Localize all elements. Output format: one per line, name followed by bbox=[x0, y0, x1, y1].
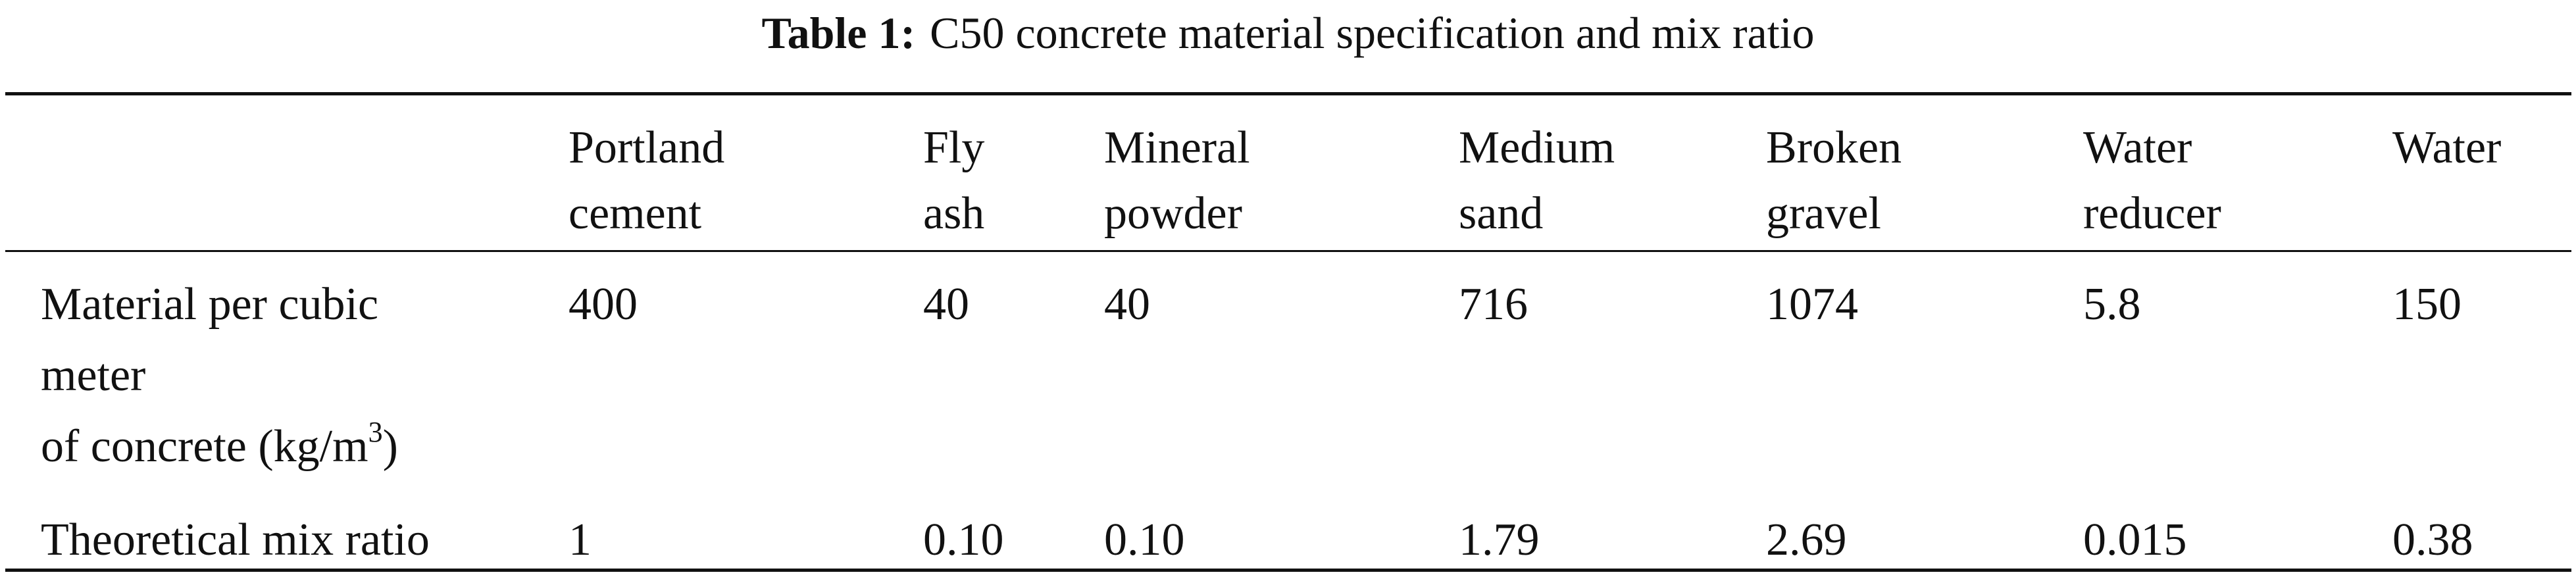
column-header: reducer bbox=[2083, 188, 2221, 239]
column-header: Medium bbox=[1459, 122, 1615, 173]
label-suffix: ) bbox=[382, 421, 398, 472]
cell: 0.10 bbox=[1104, 515, 1185, 565]
caption-label: Table 1: bbox=[761, 8, 916, 58]
column-header: gravel bbox=[1766, 188, 1881, 239]
cell: 0.38 bbox=[2392, 515, 2473, 565]
header-rule bbox=[5, 250, 2571, 252]
row-label: of concrete (kg/m3) bbox=[41, 415, 398, 472]
cell: 400 bbox=[568, 279, 638, 330]
cell: 1 bbox=[568, 515, 592, 565]
row-label: meter bbox=[41, 350, 146, 401]
cell: 716 bbox=[1459, 279, 1528, 330]
column-header: ash bbox=[923, 188, 985, 239]
cell: 1.79 bbox=[1459, 515, 1540, 565]
cell: 0.015 bbox=[2083, 515, 2187, 565]
column-header: Portland bbox=[568, 122, 725, 173]
column-header: Broken bbox=[1766, 122, 1902, 173]
top-rule bbox=[5, 92, 2571, 95]
table-caption: Table 1: C50 concrete material specificat… bbox=[0, 9, 2576, 57]
cell: 40 bbox=[923, 279, 969, 330]
cell: 150 bbox=[2392, 279, 2462, 330]
column-header: powder bbox=[1104, 188, 1242, 239]
cell: 5.8 bbox=[2083, 279, 2141, 330]
column-header: cement bbox=[568, 188, 702, 239]
column-header: Mineral bbox=[1104, 122, 1250, 173]
cell: 1074 bbox=[1766, 279, 1858, 330]
column-header: Water bbox=[2083, 122, 2192, 173]
cell: 2.69 bbox=[1766, 515, 1847, 565]
column-header: Fly bbox=[923, 122, 985, 173]
superscript: 3 bbox=[368, 415, 383, 448]
caption-text: C50 concrete material specification and … bbox=[930, 8, 1815, 58]
cell: 40 bbox=[1104, 279, 1150, 330]
bottom-rule bbox=[5, 569, 2571, 572]
column-header: Water bbox=[2392, 122, 2502, 173]
row-label: Theoretical mix ratio bbox=[41, 515, 430, 565]
row-label: Material per cubic bbox=[41, 279, 379, 330]
column-header: sand bbox=[1459, 188, 1544, 239]
cell: 0.10 bbox=[923, 515, 1004, 565]
